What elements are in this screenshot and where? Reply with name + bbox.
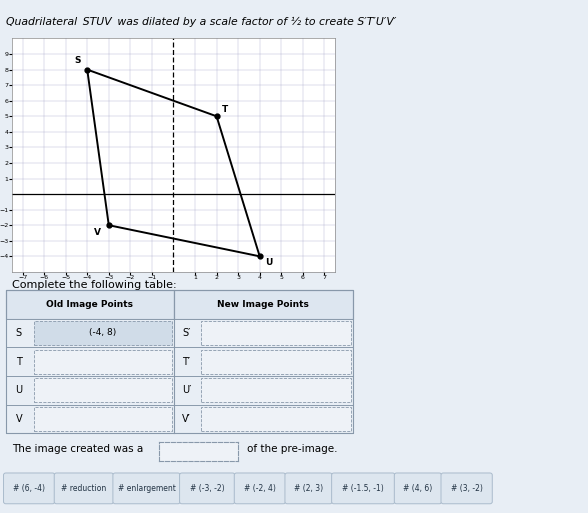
FancyBboxPatch shape — [34, 321, 172, 345]
FancyBboxPatch shape — [441, 473, 492, 504]
Text: The image created was a: The image created was a — [12, 444, 143, 454]
Text: S′: S′ — [182, 328, 191, 338]
Text: New Image Points: New Image Points — [217, 300, 309, 309]
Text: U′: U′ — [182, 385, 191, 396]
FancyBboxPatch shape — [54, 473, 113, 504]
Text: T′: T′ — [182, 357, 191, 367]
Text: U: U — [15, 385, 22, 396]
FancyBboxPatch shape — [6, 376, 353, 405]
FancyBboxPatch shape — [4, 473, 55, 504]
Text: S: S — [74, 56, 81, 65]
FancyBboxPatch shape — [113, 473, 180, 504]
FancyBboxPatch shape — [34, 407, 172, 431]
Text: # enlargement: # enlargement — [118, 484, 175, 493]
FancyBboxPatch shape — [6, 319, 353, 347]
FancyBboxPatch shape — [34, 379, 172, 402]
Text: (-4, 8): (-4, 8) — [89, 328, 116, 338]
FancyBboxPatch shape — [285, 473, 332, 504]
Text: of the pre-image.: of the pre-image. — [247, 444, 338, 454]
Text: Complete the following table:: Complete the following table: — [12, 280, 176, 289]
FancyBboxPatch shape — [201, 407, 351, 431]
Text: # reduction: # reduction — [61, 484, 106, 493]
Text: V: V — [15, 414, 22, 424]
FancyBboxPatch shape — [34, 350, 172, 373]
FancyBboxPatch shape — [201, 321, 351, 345]
Text: V′: V′ — [182, 414, 191, 424]
Text: # (-2, 4): # (-2, 4) — [244, 484, 276, 493]
FancyBboxPatch shape — [173, 290, 353, 319]
FancyBboxPatch shape — [6, 347, 353, 376]
Text: T: T — [16, 357, 22, 367]
FancyBboxPatch shape — [179, 473, 235, 504]
Text: # (-3, -2): # (-3, -2) — [190, 484, 225, 493]
FancyBboxPatch shape — [201, 350, 351, 373]
Text: Old Image Points: Old Image Points — [46, 300, 133, 309]
Text: # (3, -2): # (3, -2) — [450, 484, 483, 493]
Text: # (6, -4): # (6, -4) — [13, 484, 45, 493]
Text: Quadrilateral  STUV  was dilated by a scale factor of ½ to create S′T′U′V′: Quadrilateral STUV was dilated by a scal… — [6, 17, 396, 27]
FancyBboxPatch shape — [6, 290, 173, 319]
FancyBboxPatch shape — [234, 473, 286, 504]
Text: # (2, 3): # (2, 3) — [294, 484, 323, 493]
FancyBboxPatch shape — [332, 473, 395, 504]
Text: # (4, 6): # (4, 6) — [403, 484, 433, 493]
Text: V: V — [93, 228, 101, 236]
Text: S: S — [16, 328, 22, 338]
FancyBboxPatch shape — [395, 473, 442, 504]
FancyBboxPatch shape — [6, 405, 353, 433]
Text: U: U — [265, 258, 272, 267]
Text: # (-1.5, -1): # (-1.5, -1) — [342, 484, 384, 493]
FancyBboxPatch shape — [201, 379, 351, 402]
Text: T: T — [222, 105, 228, 113]
